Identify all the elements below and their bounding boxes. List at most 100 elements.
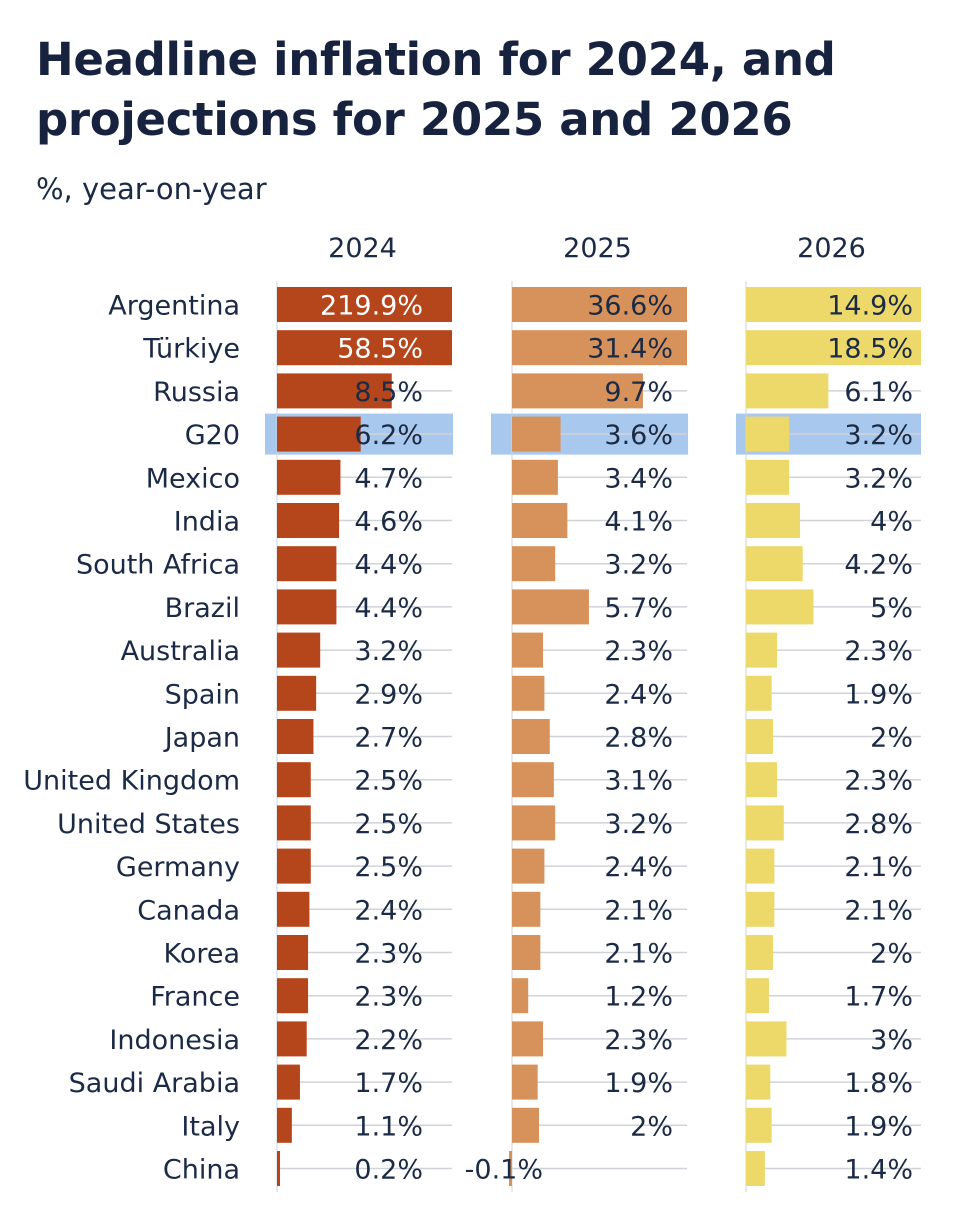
- bar-2025-italy: [512, 1107, 539, 1143]
- value-label-2026-argentina: 14.9%: [827, 291, 913, 322]
- value-label-2026-china: 1.4%: [844, 1155, 913, 1186]
- value-label-2026-united-kingdom: 2.3%: [844, 766, 913, 797]
- value-label-2026-japan: 2%: [870, 723, 913, 754]
- bar-2024-argentina: [277, 287, 452, 322]
- value-label-2025-brazil: 5.7%: [604, 593, 673, 624]
- chart-title-line-1: Headline inflation for 2024, and: [36, 33, 836, 86]
- bar-2026-mexico: [746, 459, 790, 495]
- value-label-2026-south-africa: 4.2%: [844, 550, 913, 581]
- bar-2025-japan: [512, 719, 550, 754]
- bar-2025-g20: [512, 416, 561, 452]
- value-label-2026-india: 4%: [870, 507, 913, 538]
- bar-2025-indonesia: [512, 1021, 544, 1057]
- country-label-france: France: [150, 982, 240, 1013]
- year-header-2026: 2026: [797, 233, 866, 264]
- bar-2024-china: [277, 1151, 280, 1186]
- value-label-2024-canada: 2.4%: [354, 895, 423, 926]
- bar-2025-brazil: [512, 589, 589, 625]
- bar-2026-canada: [746, 891, 775, 927]
- bar-2024-saudi-arabia: [277, 1064, 300, 1100]
- bar-2026-spain: [746, 675, 772, 711]
- value-label-2025-australia: 2.3%: [604, 636, 673, 667]
- value-label-2024-australia: 3.2%: [354, 636, 423, 667]
- value-label-2024-italy: 1.1%: [354, 1111, 423, 1142]
- bar-2025-saudi-arabia: [512, 1064, 538, 1100]
- value-label-2025-mexico: 3.4%: [604, 463, 673, 494]
- country-label-china: China: [163, 1155, 240, 1186]
- value-label-2026-turkiye: 18.5%: [827, 334, 913, 365]
- value-label-2025-italy: 2%: [630, 1111, 673, 1142]
- value-label-2026-russia: 6.1%: [844, 377, 913, 408]
- bar-2025-germany: [512, 848, 545, 884]
- bar-2026-germany: [746, 848, 775, 884]
- value-label-2026-australia: 2.3%: [844, 636, 913, 667]
- bar-2026-australia: [746, 632, 778, 668]
- value-label-2024-china: 0.2%: [354, 1155, 423, 1186]
- bar-2025-australia: [512, 632, 544, 668]
- bar-2024-united-kingdom: [277, 762, 311, 798]
- value-label-2024-spain: 2.9%: [354, 679, 423, 710]
- value-label-2024-united-states: 2.5%: [354, 809, 423, 840]
- country-label-united-kingdom: United Kingdom: [23, 766, 240, 797]
- bar-2025-china: [509, 1151, 512, 1186]
- bar-2025-argentina: [512, 287, 687, 322]
- country-label-brazil: Brazil: [165, 593, 240, 624]
- bar-2024-germany: [277, 848, 311, 884]
- bar-2025-canada: [512, 891, 541, 927]
- chart-subtitle: %, year-on-year: [36, 172, 267, 206]
- value-label-2024-russia: 8.5%: [354, 377, 423, 408]
- value-label-2024-saudi-arabia: 1.7%: [354, 1068, 423, 1099]
- bar-2024-japan: [277, 719, 314, 754]
- bar-2024-united-states: [277, 805, 311, 841]
- value-label-2026-korea: 2%: [870, 939, 913, 970]
- country-label-italy: Italy: [181, 1111, 240, 1142]
- value-label-2024-united-kingdom: 2.5%: [354, 766, 423, 797]
- value-label-2024-argentina: 219.9%: [320, 291, 423, 322]
- value-label-2026-germany: 2.1%: [844, 852, 913, 883]
- country-label-united-states: United States: [57, 809, 240, 840]
- value-label-2025-indonesia: 2.3%: [604, 1025, 673, 1056]
- bar-2024-indonesia: [277, 1021, 307, 1057]
- country-label-australia: Australia: [121, 636, 240, 667]
- bar-2024-australia: [277, 632, 321, 668]
- value-label-2025-france: 1.2%: [604, 982, 673, 1013]
- value-label-2024-germany: 2.5%: [354, 852, 423, 883]
- bar-2026-korea: [746, 935, 773, 970]
- bar-2026-south-africa: [746, 546, 803, 582]
- value-label-2026-saudi-arabia: 1.8%: [844, 1068, 913, 1099]
- bar-2026-japan: [746, 719, 773, 754]
- country-label-korea: Korea: [163, 939, 240, 970]
- bar-2025-korea: [512, 935, 541, 970]
- bar-2024-south-africa: [277, 546, 337, 582]
- bar-2025-united-states: [512, 805, 556, 841]
- bar-2024-korea: [277, 935, 309, 970]
- value-label-2026-brazil: 5%: [870, 593, 913, 624]
- bar-2024-g20: [277, 416, 361, 452]
- bar-2026-indonesia: [746, 1021, 787, 1057]
- value-label-2024-indonesia: 2.2%: [354, 1025, 423, 1056]
- country-label-mexico: Mexico: [146, 463, 240, 494]
- bar-2024-italy: [277, 1107, 292, 1143]
- country-label-india: India: [174, 507, 240, 538]
- bar-2026-italy: [746, 1107, 772, 1143]
- bar-2026-russia: [746, 373, 829, 409]
- value-label-2024-turkiye: 58.5%: [337, 334, 423, 365]
- country-label-argentina: Argentina: [108, 291, 240, 322]
- bar-2026-g20: [746, 416, 790, 452]
- country-label-g20: G20: [185, 420, 240, 451]
- country-label-canada: Canada: [137, 895, 240, 926]
- chart-title-line-2: projections for 2025 and 2026: [36, 93, 793, 146]
- bar-2025-south-africa: [512, 546, 556, 582]
- value-label-2025-united-states: 3.2%: [604, 809, 673, 840]
- bar-2024-turkiye: [277, 330, 452, 366]
- value-label-2025-russia: 9.7%: [604, 377, 673, 408]
- bar-2026-india: [746, 503, 800, 538]
- country-label-russia: Russia: [153, 377, 240, 408]
- bar-2024-france: [277, 978, 309, 1014]
- country-label-turkiye: Türkiye: [142, 334, 240, 365]
- bar-2026-united-kingdom: [746, 762, 778, 798]
- bar-2024-spain: [277, 675, 317, 711]
- value-label-2025-saudi-arabia: 1.9%: [604, 1068, 673, 1099]
- country-label-indonesia: Indonesia: [109, 1025, 240, 1056]
